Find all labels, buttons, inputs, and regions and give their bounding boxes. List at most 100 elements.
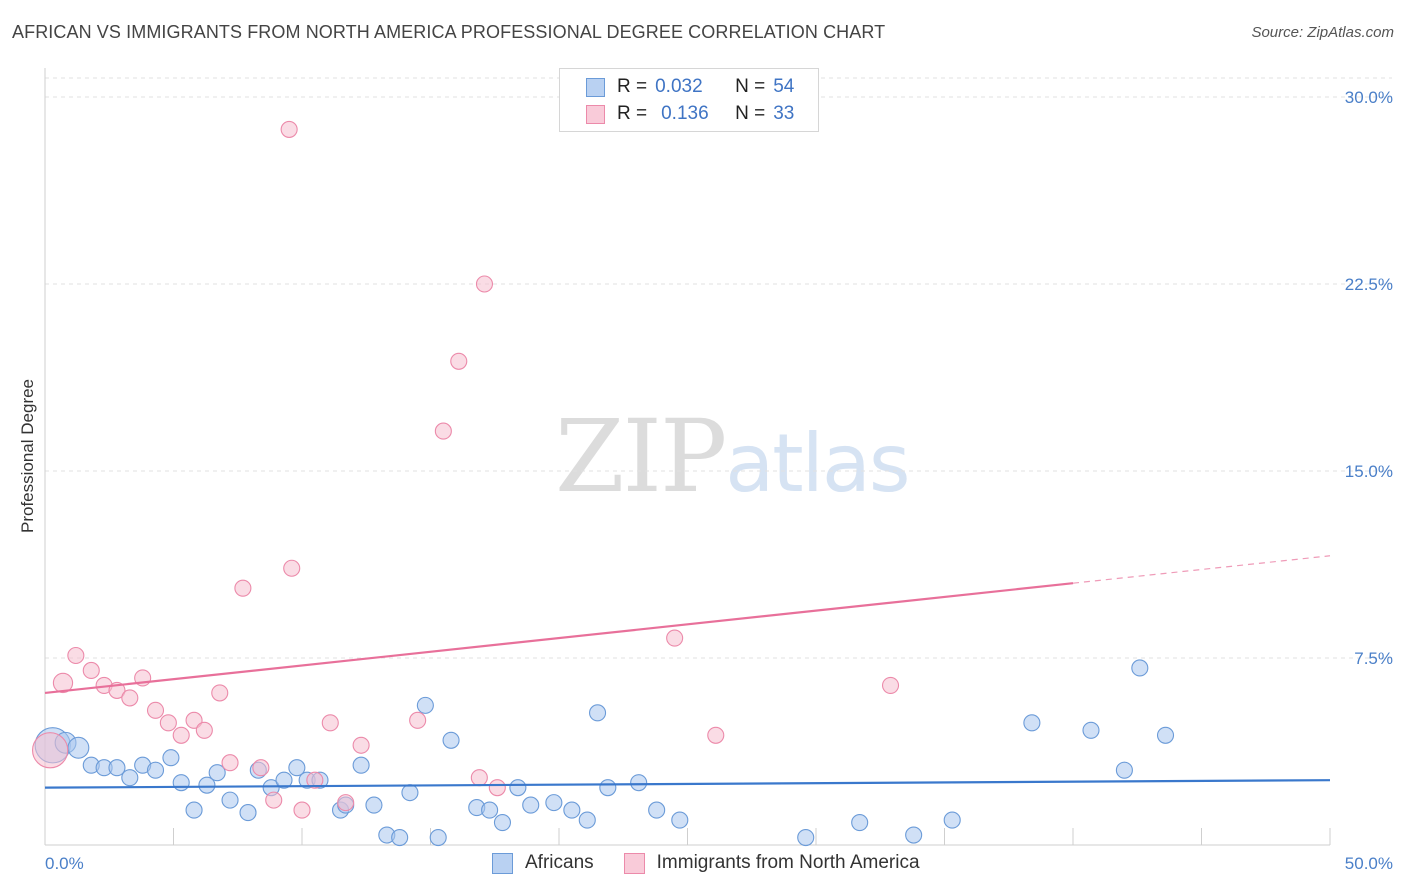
africans-point	[185, 801, 203, 819]
immigrants-trend-line-extension	[1072, 555, 1331, 584]
africans-swatch	[586, 77, 605, 97]
r-value-africans: 0.032	[655, 76, 703, 97]
legend-item-immigrants[interactable]: Immigrants from North America	[623, 852, 920, 874]
immigrants-point	[185, 711, 203, 729]
immigrants-swatch	[586, 104, 605, 124]
africans-point	[599, 779, 617, 797]
africans-point	[1082, 721, 1100, 739]
africans-point	[493, 814, 512, 832]
r-label: R =	[617, 76, 648, 97]
africans-point	[1156, 726, 1175, 744]
source-label: Source: ZipAtlas.com	[1251, 24, 1394, 41]
africans-point	[208, 764, 226, 782]
africans-point	[108, 759, 126, 777]
series-legend: Africans Immigrants from North America	[492, 852, 950, 874]
africans-point	[578, 811, 596, 829]
immigrants-point	[234, 579, 252, 597]
legend-swatch-immigrants	[623, 852, 645, 874]
africans-point	[275, 771, 293, 789]
n-label: N =	[735, 103, 766, 124]
africans-point	[630, 774, 648, 792]
africans-point	[648, 801, 666, 819]
africans-point	[797, 828, 815, 847]
africans-point	[162, 749, 180, 767]
africans-point	[352, 756, 370, 774]
legend-item-africans[interactable]: Africans	[492, 852, 594, 874]
africans-point	[442, 731, 460, 749]
r-label: R =	[617, 103, 648, 124]
stats-legend: R = 0.032 N = 54 R = 0.136 N = 33	[559, 68, 819, 132]
africans-point	[545, 794, 563, 812]
africans-point	[1115, 761, 1133, 779]
immigrants-point	[434, 422, 452, 440]
chart-title: AFRICAN VS IMMIGRANTS FROM NORTH AMERICA…	[12, 22, 886, 42]
africans-point	[522, 796, 540, 814]
africans-point	[851, 814, 869, 832]
y-tick-label: 30.0%	[1345, 88, 1393, 107]
immigrants-point	[67, 646, 85, 665]
immigrants-point	[172, 726, 190, 744]
africans-trend-line	[44, 779, 1331, 789]
immigrants-point	[409, 711, 427, 729]
immigrants-trend-line	[44, 582, 1074, 695]
africans-point	[172, 774, 190, 792]
africans-point	[429, 828, 447, 847]
legend-swatch-africans	[492, 852, 513, 874]
africans-point	[239, 804, 257, 822]
immigrants-point	[488, 779, 506, 797]
africans-point	[509, 779, 527, 797]
immigrants-point	[280, 120, 298, 138]
n-value-africans: 54	[773, 76, 795, 97]
africans-point	[365, 796, 383, 814]
watermark-zip: ZIP	[555, 398, 727, 515]
immigrants-point	[475, 275, 494, 293]
y-tick-label: 22.5%	[1345, 275, 1393, 294]
africans-point	[391, 828, 409, 847]
r-value-immigrants: 0.136	[661, 103, 709, 124]
n-value-immigrants: 33	[773, 103, 795, 124]
africans-point	[146, 761, 165, 779]
stats-row-africans: R = 0.032 N = 54	[586, 75, 794, 99]
immigrants-point	[450, 352, 468, 370]
africans-point	[481, 801, 499, 819]
africans-point	[416, 696, 434, 714]
africans-point	[563, 801, 581, 819]
immigrants-point	[82, 661, 100, 680]
immigrants-point	[31, 732, 69, 769]
watermark: ZIPatlas	[555, 398, 911, 515]
immigrants-point	[221, 754, 239, 772]
africans-point	[198, 776, 216, 794]
immigrants-point	[283, 559, 301, 577]
immigrants-point	[121, 689, 139, 707]
legend-label-africans: Africans	[525, 852, 594, 873]
immigrants-point	[195, 721, 213, 739]
africans-point	[401, 784, 419, 802]
africans-point	[288, 759, 306, 777]
x-tick-label: 0.0%	[45, 854, 84, 873]
y-tick-label: 7.5%	[1354, 649, 1393, 668]
africans-point	[1023, 714, 1041, 732]
africans-point	[221, 791, 239, 809]
immigrants-point	[146, 701, 165, 719]
immigrants-point	[52, 672, 74, 694]
immigrants-point	[881, 676, 900, 694]
x-tick-label: 50.0%	[1345, 854, 1393, 873]
africans-point	[67, 736, 90, 759]
immigrants-point	[159, 714, 177, 732]
immigrants-point	[470, 769, 488, 787]
africans-point	[943, 811, 961, 829]
immigrants-point	[666, 629, 684, 647]
immigrants-point	[352, 736, 370, 754]
immigrants-point	[252, 759, 270, 777]
immigrants-point	[293, 801, 311, 819]
legend-label-immigrants: Immigrants from North America	[656, 852, 920, 873]
africans-point	[671, 811, 689, 829]
immigrants-point	[337, 794, 355, 812]
africans-point	[588, 704, 607, 722]
y-tick-label: 15.0%	[1345, 462, 1393, 481]
immigrants-point	[707, 726, 725, 744]
africans-point	[121, 769, 139, 787]
africans-point	[1131, 659, 1149, 677]
n-label: N =	[735, 76, 766, 97]
